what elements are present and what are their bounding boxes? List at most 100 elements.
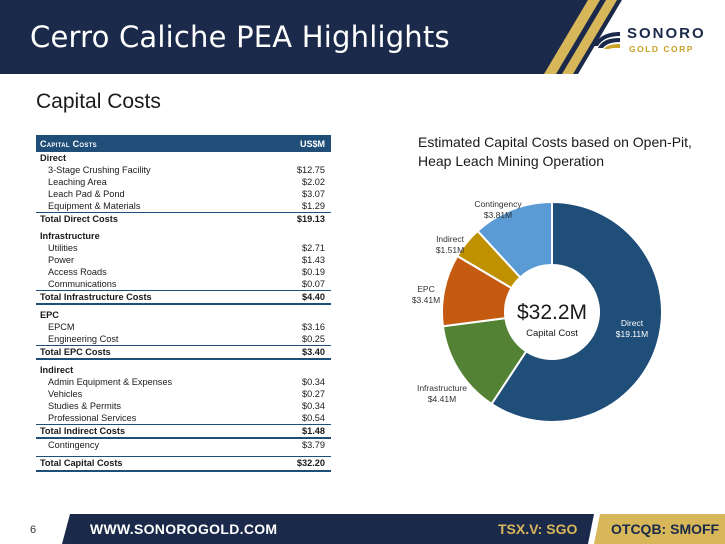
table-row: Utilities $2.71	[36, 242, 331, 254]
table-cell-label: EPCM	[48, 322, 75, 332]
table-cell-label: Engineering Cost	[48, 334, 119, 344]
table-cell-label: Professional Services	[48, 413, 137, 423]
table-row: Communications $0.07	[36, 278, 331, 291]
slice-value-label: $19.11M	[616, 329, 648, 339]
page-number: 6	[30, 524, 37, 536]
table-cell-label: Total Indirect Costs	[36, 424, 261, 439]
table-row: Engineering Cost $0.25	[36, 333, 331, 346]
table-cell-label: Power	[48, 255, 75, 265]
table-cell-label: Access Roads	[48, 267, 107, 277]
table-cell-value: $2.02	[302, 177, 325, 187]
slice-value-label: $3.81M	[484, 210, 512, 220]
slice-name-label: Indirect	[436, 234, 465, 244]
logo-subtext: GOLD CORP	[629, 44, 694, 54]
table-row: Studies & Permits $0.34	[36, 400, 331, 412]
table-header-label: Capital Costs	[36, 135, 261, 152]
table-section-row: Direct	[36, 152, 331, 164]
table-cell-label: Infrastructure	[40, 231, 100, 241]
table-cell-value: $0.27	[302, 389, 325, 399]
table-row: Leaching Area $2.02	[36, 176, 331, 188]
table-cell-label: Direct	[40, 153, 67, 163]
table-cell-label: Leaching Area	[48, 177, 107, 187]
table-cell-label: Total Direct Costs	[36, 212, 261, 225]
header-stripes	[544, 0, 725, 74]
table-total-row: Total Indirect Costs $1.48	[36, 424, 331, 439]
table-cell-value: $0.34	[302, 377, 325, 387]
slice-name-label: Contingency	[474, 199, 522, 209]
table-cell-label: Communications	[48, 279, 117, 289]
table-total-row: Total Capital Costs $32.20	[36, 455, 331, 472]
table-row: 3-Stage Crushing Facility $12.75	[36, 164, 331, 176]
table-row: Contingency $3.79	[36, 438, 331, 451]
table-row: Equipment & Materials $1.29	[36, 200, 331, 213]
slice-name-label: Direct	[621, 318, 644, 328]
table-cell-label: EPC	[40, 310, 59, 320]
table-cell-value: $12.75	[296, 165, 325, 175]
table-row: Professional Services $0.54	[36, 412, 331, 425]
table-total-row: Total Infrastructure Costs $4.40	[36, 290, 331, 305]
table-cell-value: $0.07	[302, 279, 325, 289]
table-cell-value: $4.40	[261, 290, 331, 305]
table-row: Leach Pad & Pond $3.07	[36, 188, 331, 200]
table-cell-label: Admin Equipment & Expenses	[48, 377, 173, 387]
table-row: Admin Equipment & Expenses $0.34	[36, 376, 331, 388]
section-title: Capital Costs	[36, 90, 161, 113]
table-cell-label: Utilities	[48, 243, 78, 253]
table-cell-label: Indirect	[40, 365, 74, 375]
table-header-unit: US$M	[261, 135, 331, 152]
table-section-row: EPC	[36, 309, 331, 321]
donut-center-label: Capital Cost	[526, 328, 578, 339]
table-cell-value: $1.29	[302, 201, 325, 211]
table-cell-value	[261, 364, 331, 376]
capital-costs-table: Capital Costs US$M Direct 3-Stage Crushin…	[36, 135, 331, 472]
slice-value-label: $1.51M	[436, 245, 464, 255]
table-total-row: Total Direct Costs $19.13	[36, 212, 331, 225]
table-row: Power $1.43	[36, 254, 331, 266]
donut-center-value: $32.2M	[517, 301, 587, 324]
table-cell-label: Total EPC Costs	[36, 345, 261, 360]
table-cell-value: $1.43	[302, 255, 325, 265]
table-cell-label: Contingency	[48, 440, 100, 450]
table-header-row: Capital Costs US$M	[36, 135, 331, 152]
tsx-ticker: TSX.V: SGO	[498, 521, 578, 537]
table-cell-value: $3.07	[302, 189, 325, 199]
otc-ticker: OTCQB: SMOFF	[611, 521, 720, 537]
table-cell-value: $0.54	[302, 413, 325, 423]
slice-name-label: EPC	[417, 284, 434, 294]
table-cell-value	[261, 309, 331, 321]
website-link[interactable]: WWW.SONOROGOLD.COM	[90, 521, 278, 537]
logo-name: SONORO	[627, 25, 706, 42]
table-cell-value: $3.79	[302, 440, 325, 450]
table-cell-value: $32.20	[261, 455, 331, 472]
table-section-row: Infrastructure	[36, 230, 331, 242]
table-cell-label: Total Infrastructure Costs	[36, 290, 261, 305]
table-cell-value: $2.71	[302, 243, 325, 253]
table-row: Vehicles $0.27	[36, 388, 331, 400]
donut-slice-direct	[490, 200, 663, 423]
slice-value-label: $3.41M	[412, 295, 440, 305]
table-cell-label: Studies & Permits	[48, 401, 122, 411]
table-row: EPCM $3.16	[36, 321, 331, 333]
table-cell-label: Equipment & Materials	[48, 201, 141, 211]
table-cell-value: $3.40	[261, 345, 331, 360]
table-cell-label: 3-Stage Crushing Facility	[48, 165, 151, 175]
table-cell-label: Leach Pad & Pond	[48, 189, 125, 199]
slice-name-label: Infrastructure	[417, 383, 467, 393]
sonoro-logo-icon	[594, 32, 620, 49]
table-cell-value: $0.34	[302, 401, 325, 411]
table-cell-value: $1.48	[261, 424, 331, 439]
capital-cost-donut-chart: Direct$19.11M Infrastructure$4.41M EPC$3.4…	[412, 199, 663, 423]
chart-title: Estimated Capital Costs based on Open-Pi…	[418, 134, 692, 169]
table-cell-label: Vehicles	[48, 389, 83, 399]
table-cell-value	[261, 230, 331, 242]
table-cell-value: $0.25	[302, 334, 325, 344]
table-total-row: Total EPC Costs $3.40	[36, 345, 331, 360]
table-cell-value: $3.16	[302, 322, 325, 332]
table-cell-value	[261, 152, 331, 164]
slice-value-label: $4.41M	[428, 394, 456, 404]
footer-bar	[62, 514, 725, 544]
table-cell-value: $0.19	[302, 267, 325, 277]
donut-slice-contingency	[476, 200, 553, 279]
table-row: Access Roads $0.19	[36, 266, 331, 278]
table-cell-label: Total Capital Costs	[36, 455, 261, 472]
